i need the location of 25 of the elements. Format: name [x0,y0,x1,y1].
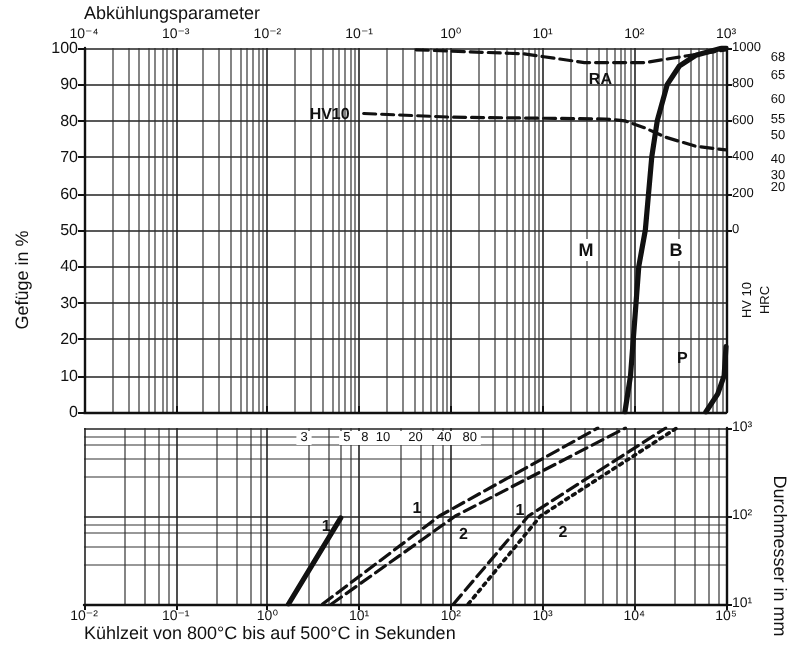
x-axis-title: Kühlzeit von 800°C bis auf 500°C in Sekunden [84,623,456,643]
y-axis-title: Gefüge in % [12,230,32,330]
series-label: 1 [515,501,526,519]
series-label: 2 [458,525,469,543]
series-label: 1 [321,516,332,535]
y-tick-label: 60 [60,184,80,203]
y-tick-label: 80 [60,111,80,130]
x-axis-title: Abkühlungsparameter [84,3,261,23]
series-label: RA [588,69,613,88]
text: P [677,348,690,367]
y-tick-label: 0 [69,403,80,421]
series-label: 1 [412,499,423,517]
series-label: 2 [558,523,569,541]
y-tick-label: 10 [60,366,80,385]
y-tick-label: 50 [60,221,80,239]
y-tick-label: 70 [60,148,80,167]
y-tick-label: 100 [51,39,80,57]
y-tick-label: 90 [60,75,80,94]
y-axis-title: Durchmesser in mm [770,475,790,637]
y-tick-label: 40 [60,257,80,276]
annotation: M [578,240,594,260]
y-tick-label: 20 [60,330,80,349]
series-label: HV10 [309,104,351,123]
y-tick-label: 30 [60,293,80,312]
annotation: B [669,240,684,260]
